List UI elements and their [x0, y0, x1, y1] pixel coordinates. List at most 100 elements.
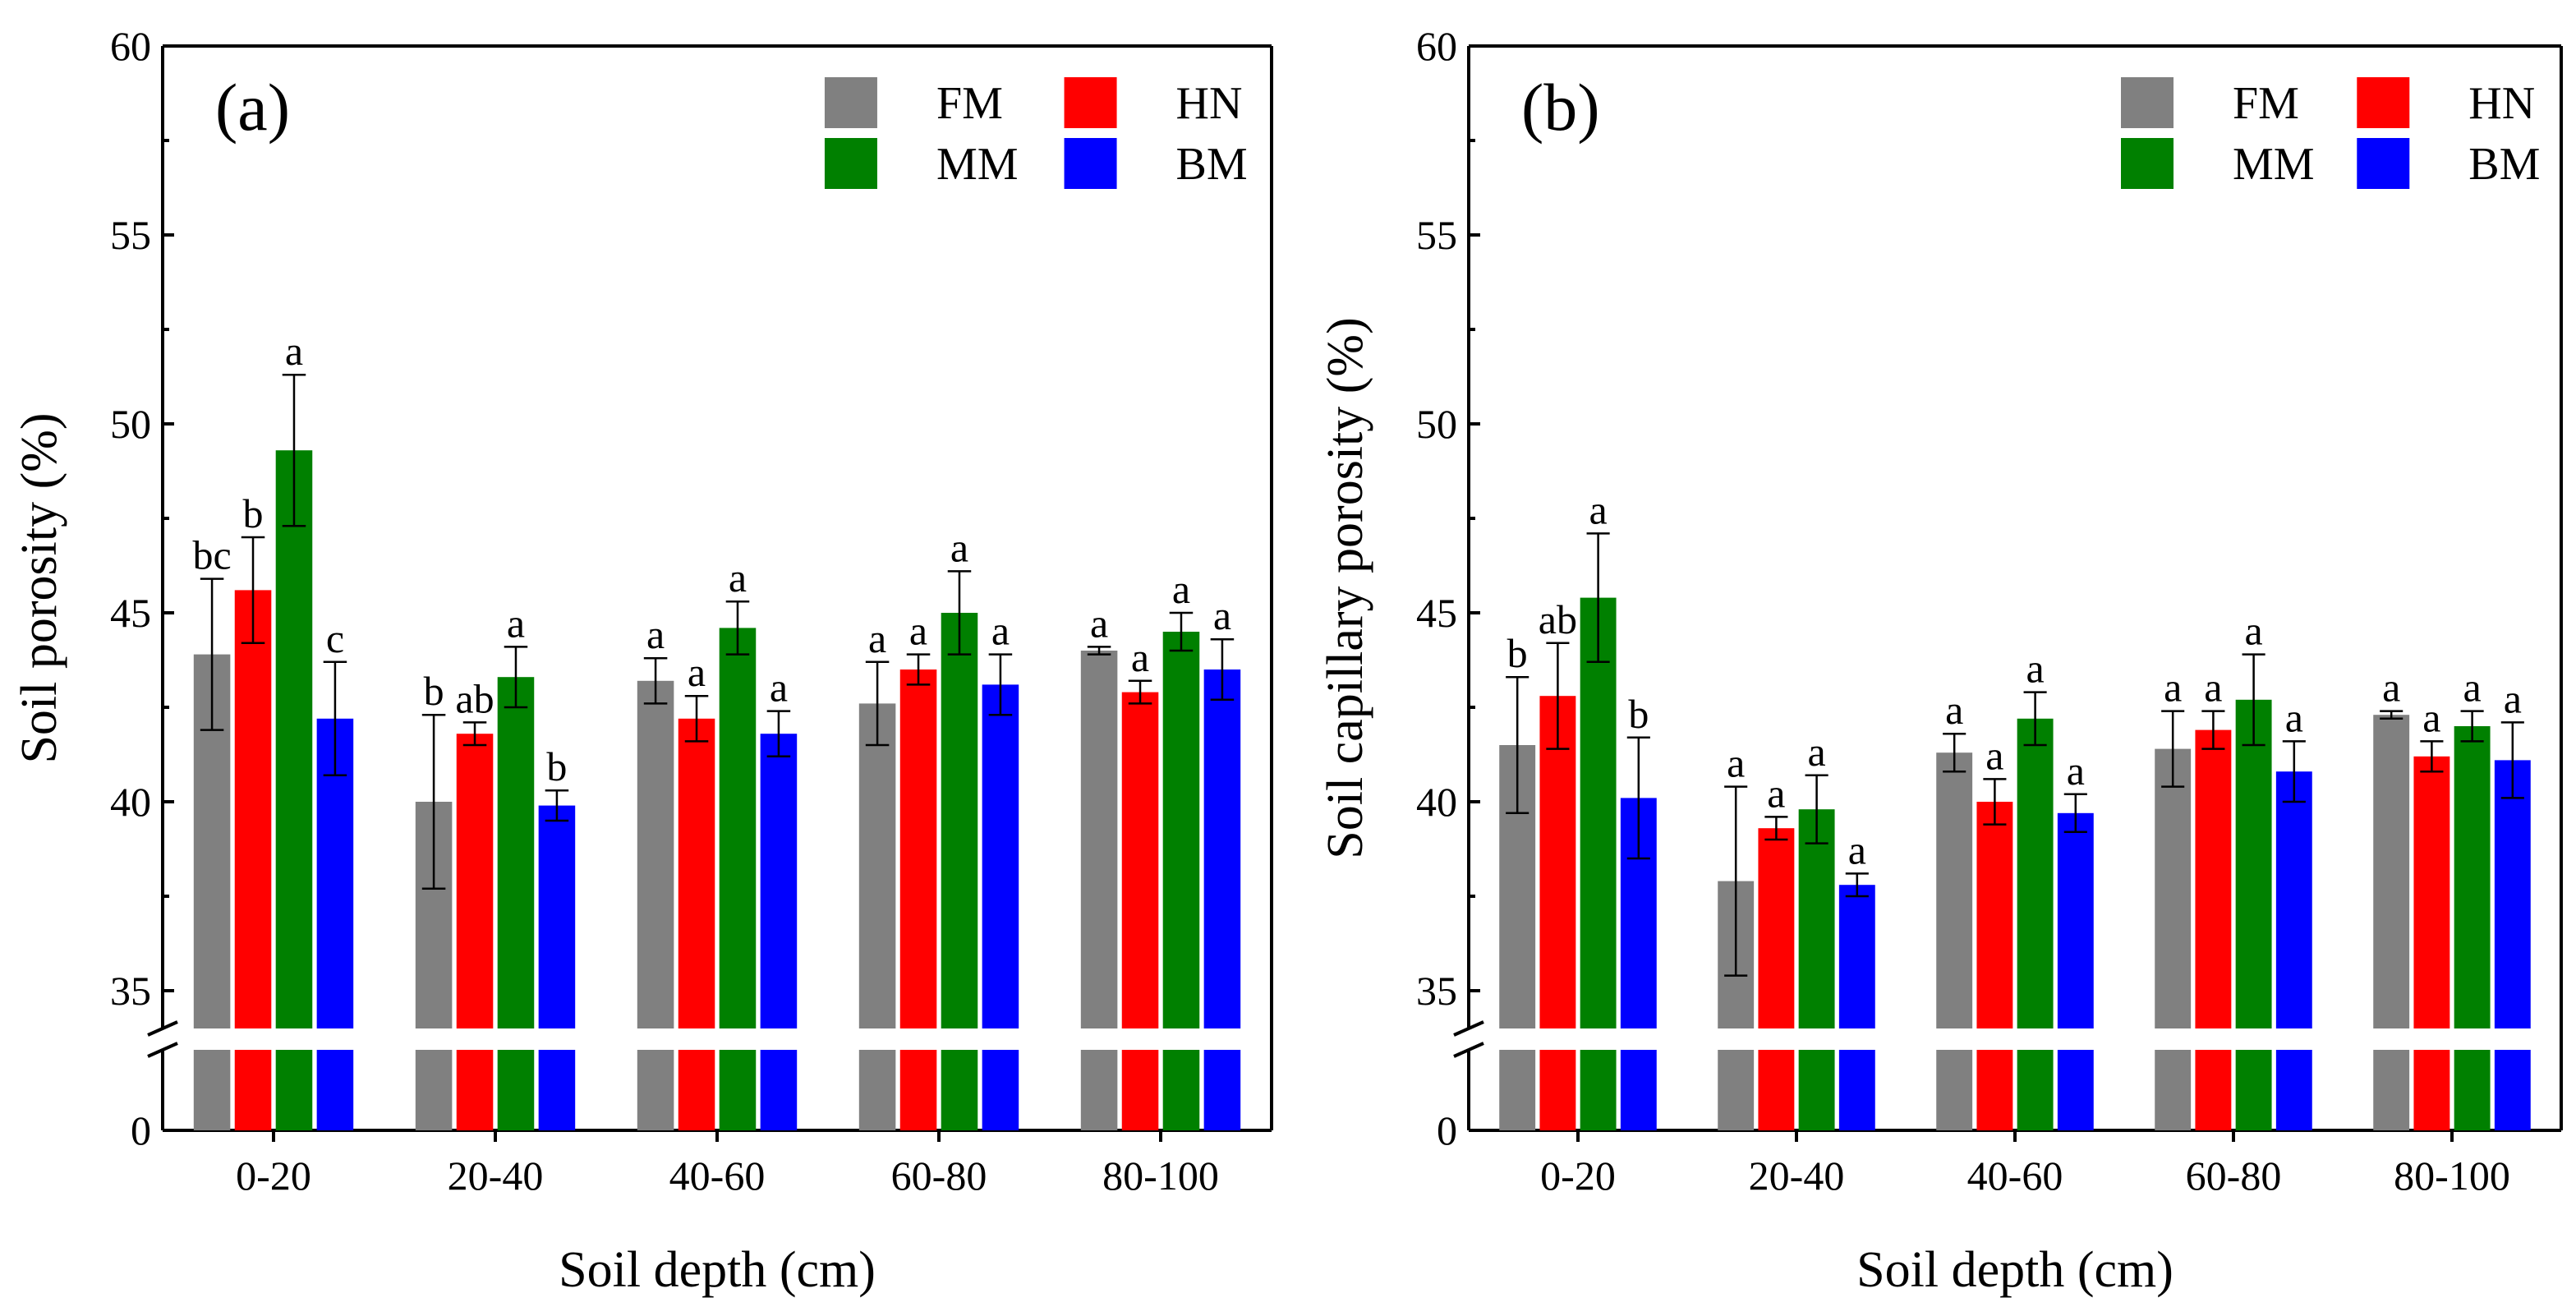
pb-y-axis-title: Soil capillary porosity (%) — [1318, 317, 1373, 858]
pa-bar-MM-0-20-lower — [275, 1050, 313, 1130]
pb-bar-MM-20-40 — [1798, 809, 1835, 1028]
pa-bar-FM-40-60 — [637, 680, 674, 1028]
pb-bar-MM-60-80 — [2235, 699, 2272, 1028]
pb-bar-BM-60-80-lower — [2275, 1050, 2312, 1130]
pb-bar-MM-80-100 — [2454, 726, 2491, 1028]
pb-panel-label: (b) — [1521, 70, 1600, 145]
pb-significance-letter: a — [2504, 675, 2522, 721]
pb-bar-HN-60-80-lower — [2195, 1050, 2232, 1130]
pb-y-tick-label: 35 — [1416, 968, 1457, 1014]
pb-bar-FM-40-60 — [1936, 752, 1973, 1028]
pb-legend-swatch-BM — [2357, 138, 2410, 189]
pa-bar-MM-0-20 — [275, 450, 313, 1028]
pb-significance-letter: a — [2463, 665, 2482, 711]
pb-significance-letter: a — [1808, 729, 1826, 775]
pb-bar-FM-0-20-lower — [1499, 1050, 1536, 1130]
pa-bar-HN-80-100 — [1121, 692, 1159, 1028]
pa-bar-BM-20-40-lower — [538, 1050, 576, 1130]
pa-x-tick-label: 0-20 — [236, 1153, 311, 1199]
pb-significance-letter: a — [2245, 608, 2263, 654]
pa-bar-BM-80-100 — [1203, 670, 1241, 1028]
pb-significance-letter: a — [2164, 665, 2182, 711]
pa-significance-letter: a — [507, 600, 525, 646]
pb-x-axis-title: Soil depth (cm) — [1856, 1242, 2174, 1298]
pb-bar-BM-80-100-lower — [2494, 1050, 2531, 1130]
pb-bar-HN-80-100-lower — [2413, 1050, 2450, 1130]
pb-significance-letter: a — [1985, 732, 2003, 778]
pb-y-tick-label: 40 — [1416, 779, 1457, 825]
pa-significance-letter: b — [546, 743, 567, 789]
pb-bar-HN-0-20-lower — [1539, 1050, 1576, 1130]
pa-y-tick-label: 50 — [110, 401, 151, 447]
pa-x-tick-label: 40-60 — [669, 1153, 766, 1199]
pb-bar-HN-40-60-lower — [1976, 1050, 2013, 1130]
pa-y-tick-label: 55 — [110, 212, 151, 258]
pb-y-tick-label: 45 — [1416, 590, 1457, 636]
pb-bar-BM-40-60 — [2057, 812, 2094, 1028]
pa-y-tick-label: 45 — [110, 590, 151, 636]
pb-x-tick-label: 0-20 — [1540, 1153, 1616, 1199]
pb-significance-letter: b — [1507, 630, 1528, 676]
pb-axis-break-mark — [1453, 1020, 1484, 1037]
pb-x-tick-label: 60-80 — [2186, 1153, 2282, 1199]
pa-bar-BM-0-20-lower — [316, 1050, 354, 1130]
pa-bar-HN-60-80 — [899, 670, 937, 1028]
pa-y-tick-label: 0 — [131, 1107, 151, 1153]
pa-bar-FM-60-80 — [858, 703, 896, 1028]
pb-bar-FM-20-40-lower — [1718, 1050, 1755, 1130]
pa-bar-MM-80-100-lower — [1162, 1050, 1200, 1130]
pa-legend-label-FM: FM — [936, 78, 1003, 129]
pa-bar-HN-40-60-lower — [678, 1050, 715, 1130]
pb-legend-label-MM: MM — [2233, 139, 2315, 190]
pa-legend-swatch-HN — [1064, 77, 1117, 128]
pb-bar-BM-0-20-lower — [1620, 1050, 1657, 1130]
pb-legend-label-FM: FM — [2233, 78, 2299, 129]
pa-legend-swatch-BM — [1064, 138, 1117, 189]
pa-y-tick-label: 40 — [110, 779, 151, 825]
pb-y-tick-label: 50 — [1416, 401, 1457, 447]
pa-significance-letter: a — [1213, 592, 1231, 638]
pa-bar-HN-20-40-lower — [456, 1050, 494, 1130]
pa-panel-label: (a) — [215, 70, 290, 145]
pa-bar-BM-60-80-lower — [982, 1050, 1019, 1130]
pb-significance-letter: b — [1628, 691, 1649, 737]
pa-legend-label-BM: BM — [1176, 139, 1248, 190]
pb-bar-BM-40-60-lower — [2057, 1050, 2094, 1130]
pb-bar-HN-40-60 — [1976, 802, 2013, 1028]
pb-bar-HN-0-20 — [1539, 696, 1576, 1028]
pa-bar-FM-80-100 — [1080, 651, 1118, 1028]
pb-legend-swatch-HN — [2357, 77, 2410, 128]
pb-significance-letter: a — [2422, 694, 2440, 740]
pb-bar-FM-80-100 — [2373, 715, 2410, 1028]
pa-bar-FM-20-40-lower — [415, 1050, 453, 1130]
pb-significance-letter: a — [1589, 486, 1608, 532]
pb-bar-HN-80-100 — [2413, 756, 2450, 1028]
pa-significance-letter: a — [285, 328, 303, 374]
pb-legend-label-BM: BM — [2468, 139, 2540, 190]
pa-significance-letter: b — [243, 490, 264, 536]
pa-significance-letter: b — [424, 668, 444, 714]
pb-bar-FM-60-80-lower — [2155, 1050, 2192, 1130]
pa-significance-letter: a — [729, 554, 747, 600]
pb-y-tick-label: 55 — [1416, 212, 1457, 258]
pb-significance-letter: a — [2285, 694, 2303, 740]
pa-bar-HN-0-20 — [234, 590, 272, 1028]
pb-bar-BM-60-80 — [2275, 771, 2312, 1028]
pb-bar-MM-20-40-lower — [1798, 1050, 1835, 1130]
pa-bar-MM-60-80-lower — [941, 1050, 978, 1130]
pb-bar-MM-0-20-lower — [1580, 1050, 1617, 1130]
pb-significance-letter: a — [1945, 687, 1963, 733]
pa-significance-letter: a — [991, 608, 1010, 654]
pb-y-tick-label: 60 — [1416, 23, 1457, 69]
pa-significance-letter: a — [1090, 600, 1108, 646]
pb-bar-MM-0-20 — [1580, 597, 1617, 1028]
pa-bar-MM-20-40 — [497, 677, 535, 1028]
pa-x-tick-label: 80-100 — [1102, 1153, 1219, 1199]
pa-x-tick-label: 20-40 — [448, 1153, 544, 1199]
pb-bar-HN-60-80 — [2195, 729, 2232, 1028]
pa-y-axis-title: Soil porosity (%) — [12, 412, 67, 763]
pa-legend-label-MM: MM — [936, 139, 1019, 190]
pa-significance-letter: a — [950, 524, 968, 570]
